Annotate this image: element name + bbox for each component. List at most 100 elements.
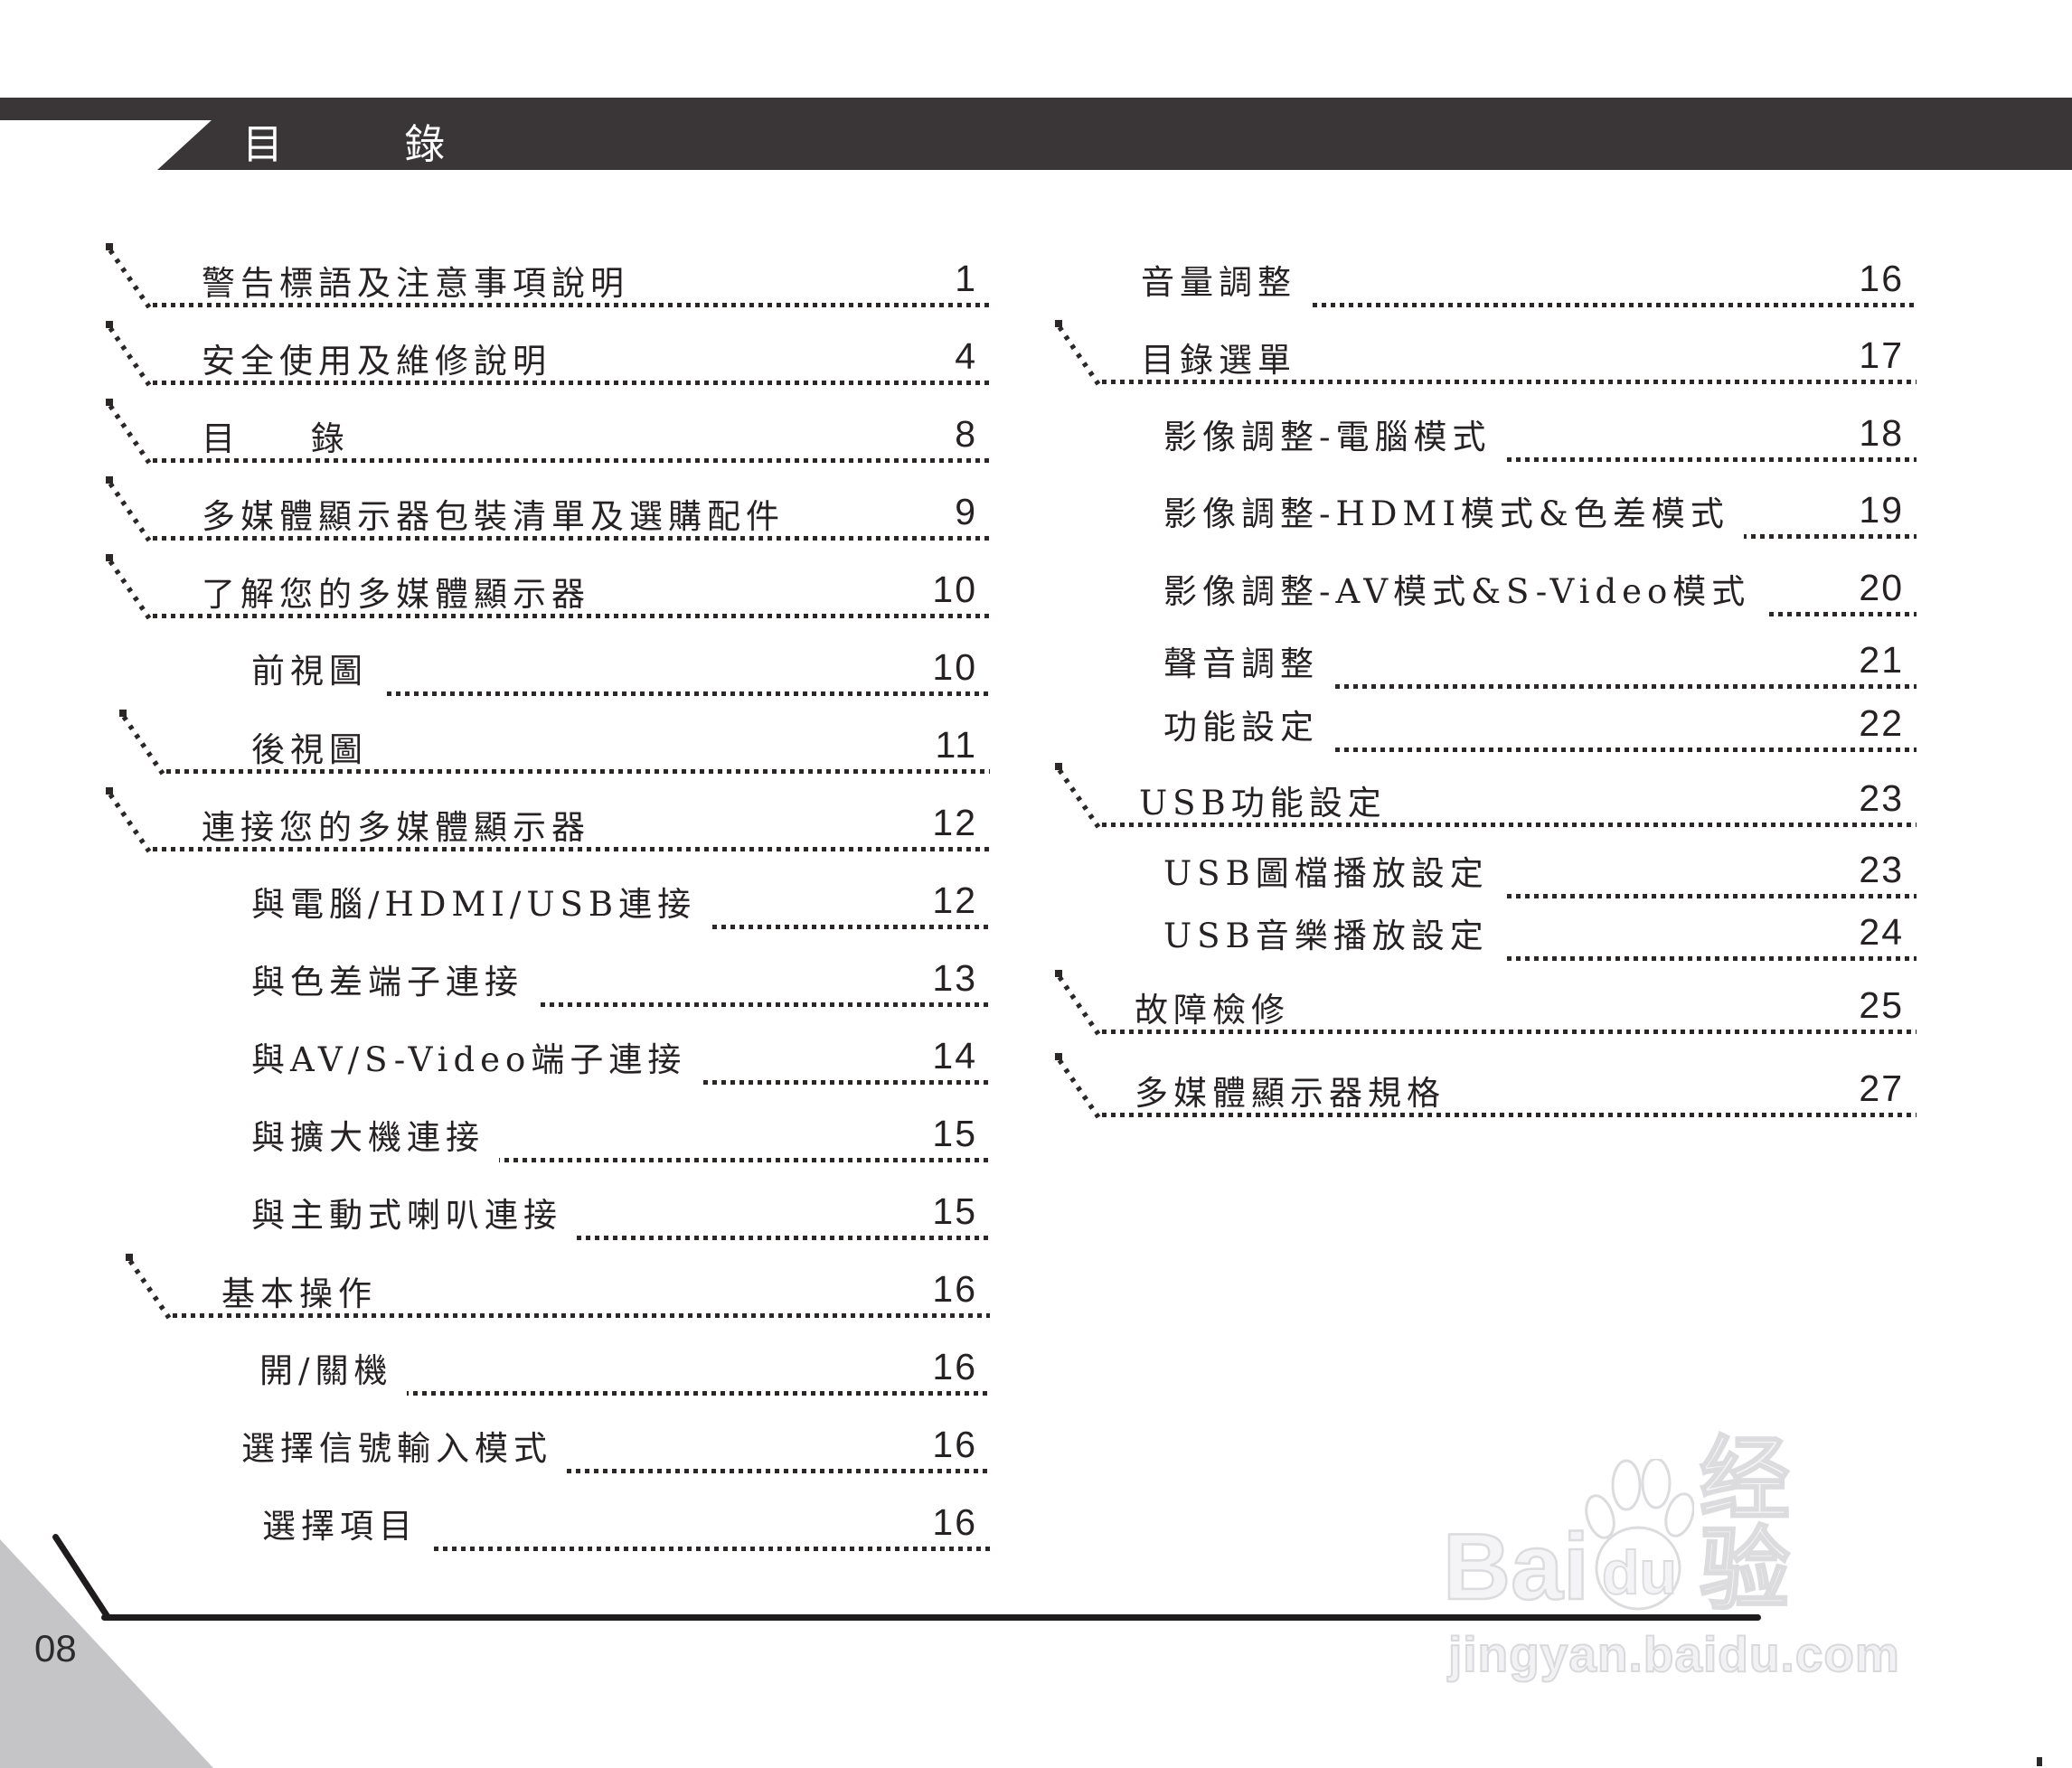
toc-entry-label: 警告標語及注意事項說明	[202, 264, 629, 304]
toc-entry: 故障檢修 25	[1053, 969, 1917, 1049]
toc-entry: USB功能設定 23	[1053, 762, 1917, 842]
section-hook-icon	[104, 475, 155, 548]
toc-entry: 多媒體顯示器規格 27	[1053, 1052, 1917, 1132]
baidu-logo: Bai du 经验	[1442, 1433, 1841, 1616]
toc-entry-label: 功能設定	[1163, 709, 1333, 756]
dotted-leader	[262, 1547, 990, 1551]
dotted-leader	[1102, 1030, 1917, 1034]
toc-entry-label: 目錄選單	[1141, 341, 1296, 381]
toc-entry: 與電腦/HDMI/USB連接 12	[104, 866, 990, 944]
dotted-leader	[1163, 684, 1917, 689]
toc-entry-label: 連接您的多媒體顯示器	[202, 808, 590, 848]
section-hook-icon	[1053, 969, 1104, 1041]
toc-column-right: 音量調整 16 目錄選單 17 影像調整-電腦模式 18 影像調整-HDMI模式&色差模式 1…	[1053, 0, 1917, 1591]
toc-page-number: 23	[1859, 849, 1904, 890]
toc-entry-label: USB圖檔播放設定	[1163, 855, 1503, 902]
toc-entry: 連接您的多媒體顯示器 12	[104, 786, 990, 866]
toc-page-number: 11	[935, 724, 977, 766]
toc-entry-label: 與擴大機連接	[251, 1119, 499, 1166]
toc-entry-label: 基本操作	[221, 1274, 377, 1314]
toc-entry-label: 與AV/S-Video端子連接	[251, 1041, 702, 1088]
toc-entry-label: 與電腦/HDMI/USB連接	[251, 886, 711, 933]
toc-entry: USB音樂播放設定 24	[1053, 898, 1917, 975]
toc-entry-label: 聲音調整	[1163, 645, 1333, 692]
toc-entry-label: 故障檢修	[1135, 991, 1290, 1030]
toc-page-number: 13	[932, 957, 977, 999]
toc-entry: 影像調整-電腦模式 18	[1053, 399, 1917, 476]
section-hook-icon	[124, 1253, 174, 1325]
toc-page-number: 17	[1859, 334, 1904, 376]
toc-page-number: 4	[955, 335, 977, 377]
dotted-leader	[241, 1469, 990, 1473]
toc-page-number: 15	[932, 1113, 977, 1154]
toc-page-number: 14	[932, 1035, 977, 1077]
toc-entry: 目錄選單 17	[1053, 319, 1917, 399]
page-number: 08	[34, 1627, 77, 1669]
toc-page-number: 10	[932, 569, 977, 610]
section-hook-icon	[104, 553, 155, 625]
toc-page-number: 15	[932, 1190, 977, 1232]
toc-page-number: 12	[932, 802, 977, 843]
section-hook-icon	[1053, 1052, 1104, 1124]
dotted-leader	[251, 1002, 990, 1007]
toc-page-number: 16	[932, 1268, 977, 1310]
section-hook-icon	[118, 709, 168, 781]
baidu-watermark: Bai du 经验 jingyan.baidu.com	[1442, 1433, 1900, 1707]
section-hook-icon	[1053, 319, 1104, 391]
toc-entry-label: 選擇項目	[262, 1508, 432, 1555]
baidu-paw-box: du	[1580, 1457, 1695, 1614]
dotted-leader	[251, 1236, 990, 1240]
toc-entry: 影像調整-HDMI模式&色差模式 19	[1053, 475, 1917, 553]
toc-page-number: 1	[955, 258, 977, 299]
toc-entry-label: USB功能設定	[1139, 784, 1387, 823]
toc-entry-label: 安全使用及維修說明	[202, 342, 551, 381]
toc-entry: 選擇信號輸入模式 16	[104, 1410, 990, 1488]
toc-entry: 了解您的多媒體顯示器 10	[104, 553, 990, 633]
toc-page-number: 25	[1859, 984, 1904, 1026]
toc-page-number: 22	[1859, 702, 1904, 744]
toc-page-number: 18	[1859, 412, 1904, 454]
dotted-leader	[1163, 956, 1917, 961]
toc-entry-label: 開/關機	[259, 1352, 408, 1399]
toc-entry-label: 後視圖	[251, 730, 368, 770]
dotted-leader	[153, 381, 990, 385]
toc-entry: 音量調整 16	[1053, 244, 1917, 322]
toc-entry: 安全使用及維修說明 4	[104, 321, 990, 400]
toc-page-number: 19	[1859, 489, 1904, 531]
toc-entry: 多媒體顯示器包裝清單及選購配件 9	[104, 475, 990, 555]
toc-entry-label: 與色差端子連接	[251, 964, 538, 1011]
scan-mark	[2037, 1757, 2042, 1766]
header-band	[0, 98, 2072, 120]
toc-page-number: 16	[932, 1424, 977, 1465]
toc-entry-label: 多媒體顯示器包裝清單及選購配件	[202, 497, 785, 537]
toc-entry-label: 前視圖	[251, 653, 382, 700]
toc-entry-label: 音量調整	[1141, 264, 1311, 311]
dotted-leader	[259, 1391, 990, 1396]
toc-page-number: 16	[932, 1346, 977, 1387]
toc-page-number: 16	[932, 1501, 977, 1543]
toc-entry: 後視圖 11	[104, 710, 990, 788]
toc-entry: 與主動式喇叭連接 15	[104, 1177, 990, 1255]
baidu-watermark-url: jingyan.baidu.com	[1447, 1625, 1900, 1683]
header-bar	[157, 120, 2072, 170]
toc-page-number: 24	[1859, 911, 1904, 953]
toc-entry-label: 與主動式喇叭連接	[251, 1197, 577, 1244]
dotted-leader	[1141, 303, 1917, 307]
toc-entry: 選擇項目 16	[104, 1488, 990, 1566]
toc-entry: 前視圖 10	[104, 633, 990, 710]
toc-page-number: 10	[932, 646, 977, 688]
section-hook-icon	[104, 242, 155, 315]
dotted-leader	[1102, 823, 1917, 827]
toc-entry: 目 錄 8	[104, 399, 990, 477]
section-hook-icon	[1053, 762, 1104, 834]
toc-entry: 與色差端子連接 13	[104, 944, 990, 1021]
toc-entry: 影像調整-AV模式&S-Video模式 20	[1053, 553, 1917, 631]
toc-page-number: 20	[1859, 567, 1904, 608]
toc-page-number: 21	[1859, 639, 1904, 681]
dotted-leader	[153, 458, 990, 463]
toc-entry: 開/關機 16	[104, 1332, 990, 1410]
toc-page-number: 8	[955, 413, 977, 455]
section-hook-icon	[104, 786, 155, 859]
dotted-leader	[1163, 894, 1917, 898]
toc-entry: USB圖檔播放設定 23	[1053, 835, 1917, 913]
